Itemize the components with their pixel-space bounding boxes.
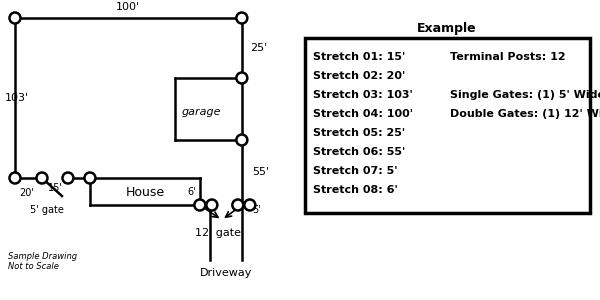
Text: 5': 5' <box>252 205 260 215</box>
Circle shape <box>85 172 95 184</box>
Text: garage: garage <box>182 107 221 117</box>
Text: 15': 15' <box>47 183 62 193</box>
Text: Stretch 07: 5': Stretch 07: 5' <box>313 166 398 176</box>
Text: 100': 100' <box>116 2 140 12</box>
Text: Sample Drawing
Not to Scale: Sample Drawing Not to Scale <box>8 252 77 272</box>
Text: Example: Example <box>417 22 477 35</box>
Circle shape <box>206 200 217 211</box>
Text: Stretch 03: 103': Stretch 03: 103' <box>313 90 413 100</box>
Circle shape <box>236 13 247 23</box>
Text: 103': 103' <box>5 93 29 103</box>
Text: Stretch 06: 55': Stretch 06: 55' <box>313 147 406 157</box>
Circle shape <box>37 172 47 184</box>
Text: 6': 6' <box>187 187 196 197</box>
Text: Stretch 08: 6': Stretch 08: 6' <box>313 185 398 195</box>
Text: 5' gate: 5' gate <box>30 205 64 215</box>
Text: Stretch 01: 15': Stretch 01: 15' <box>313 52 406 62</box>
Text: Stretch 04: 100': Stretch 04: 100' <box>313 109 413 119</box>
Circle shape <box>236 73 247 83</box>
Text: Double Gates: (1) 12' Wide: Double Gates: (1) 12' Wide <box>450 109 600 119</box>
Circle shape <box>10 13 20 23</box>
Text: Driveway: Driveway <box>200 268 252 278</box>
Text: 25': 25' <box>250 43 267 53</box>
Circle shape <box>62 172 73 184</box>
Circle shape <box>194 200 205 211</box>
Text: House: House <box>125 185 164 199</box>
Text: 20': 20' <box>20 188 34 198</box>
Circle shape <box>244 200 256 211</box>
FancyBboxPatch shape <box>305 38 590 213</box>
Circle shape <box>236 134 247 146</box>
Text: 12' gate: 12' gate <box>195 228 241 238</box>
Text: Stretch 02: 20': Stretch 02: 20' <box>313 71 406 81</box>
Circle shape <box>232 200 244 211</box>
Circle shape <box>10 172 20 184</box>
Text: 55': 55' <box>252 167 269 177</box>
Text: Stretch 05: 25': Stretch 05: 25' <box>313 128 406 138</box>
Text: Terminal Posts: 12: Terminal Posts: 12 <box>450 52 566 62</box>
Text: Single Gates: (1) 5' Wide: Single Gates: (1) 5' Wide <box>450 90 600 100</box>
